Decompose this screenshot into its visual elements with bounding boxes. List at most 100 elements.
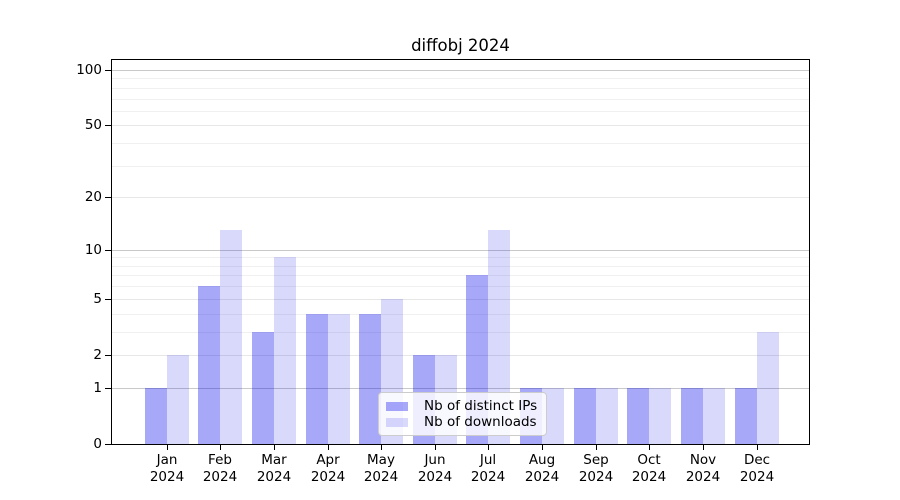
x-label-year: 2024 [149,468,185,485]
bar-downloads-apr [328,314,350,444]
x-label-year: 2024 [256,468,292,485]
x-label-month: Dec [743,452,771,468]
x-tick-jan [167,445,168,450]
x-label-month: Feb [208,452,232,468]
y-tick-label-5: 5 [93,291,102,307]
x-tick-jun [435,445,436,450]
x-label-month: Jan [156,452,178,468]
bar-ips-may [359,314,381,444]
x-label-year: 2024 [631,468,667,485]
x-tick-label-jul: Jul 2024 [445,452,531,485]
gridline-y-10 [112,250,809,251]
y-tick-50 [105,125,111,126]
x-label-year: 2024 [202,468,238,485]
y-tick-label-20: 20 [84,189,102,205]
x-label-year: 2024 [739,468,775,485]
gridline-y-2 [112,355,809,356]
gridline-y-80 [112,88,809,89]
x-label-month: Sep [583,452,609,468]
gridline-y-4 [112,314,809,315]
x-tick-mar [274,445,275,450]
x-tick-label-feb: Feb 2024 [177,452,263,485]
bar-downloads-oct [649,388,671,444]
bar-downloads-mar [274,257,296,444]
x-tick-label-jan: Jan 2024 [124,452,210,485]
x-tick-label-nov: Nov 2024 [660,452,746,485]
bar-downloads-feb [220,230,242,444]
bar-ips-nov [681,388,703,444]
x-tick-sep [596,445,597,450]
legend-row-ips: Nb of distinct IPs [386,398,538,414]
x-tick-label-may: May 2024 [338,452,424,485]
y-tick-1 [105,388,111,389]
gridline-y-8 [112,266,809,267]
x-label-year: 2024 [363,468,399,485]
y-tick-5 [105,299,111,300]
x-label-year: 2024 [310,468,346,485]
x-label-month: Jun [424,452,446,468]
y-tick-label-100: 100 [76,62,102,78]
bar-downloads-aug [542,388,564,444]
gridline-y-100 [112,70,809,71]
bar-ips-feb [198,286,220,444]
x-tick-apr [328,445,329,450]
chart-title: diffobj 2024 [411,36,510,55]
gridline-y-1 [112,388,809,389]
gridline-y-90 [112,78,809,79]
gridline-y-60 [112,111,809,112]
gridline-y-50 [112,125,809,126]
x-tick-label-dec: Dec 2024 [714,452,800,485]
bar-downloads-sep [596,388,618,444]
x-tick-nov [703,445,704,450]
x-tick-feb [220,445,221,450]
gridline-y-70 [112,99,809,100]
x-label-year: 2024 [417,468,453,485]
x-tick-oct [649,445,650,450]
bar-downloads-jul [488,230,510,444]
legend: Nb of distinct IPs Nb of downloads [378,392,547,436]
x-label-year: 2024 [470,468,506,485]
y-tick-0 [105,444,111,445]
x-tick-may [381,445,382,450]
bar-ips-oct [627,388,649,444]
legend-row-downloads: Nb of downloads [386,414,538,430]
legend-label-downloads: Nb of downloads [424,414,537,430]
bar-ips-mar [252,332,274,444]
legend-swatch-downloads [386,417,408,427]
x-tick-label-sep: Sep 2024 [553,452,639,485]
plot-area [111,59,810,445]
bar-ips-apr [306,314,328,444]
legend-swatch-ips [386,401,408,411]
y-tick-label-0: 0 [93,436,102,452]
x-tick-label-jun: Jun 2024 [392,452,478,485]
x-label-month: May [367,452,395,468]
x-label-year: 2024 [578,468,614,485]
x-label-month: Nov [689,452,717,468]
x-label-month: Oct [637,452,661,468]
x-label-month: Jul [479,452,497,468]
x-label-month: Mar [261,452,287,468]
gridline-y-3 [112,332,809,333]
bar-ips-sep [574,388,596,444]
bar-ips-dec [735,388,757,444]
x-tick-jul [488,445,489,450]
gridline-y-9 [112,257,809,258]
x-tick-aug [542,445,543,450]
bar-ips-jan [145,388,167,444]
x-tick-label-apr: Apr 2024 [285,452,371,485]
y-tick-100 [105,70,111,71]
y-tick-label-50: 50 [84,117,102,133]
gridline-y-5 [112,299,809,300]
gridline-y-40 [112,143,809,144]
x-label-year: 2024 [685,468,721,485]
gridline-y-20 [112,197,809,198]
y-tick-20 [105,197,111,198]
y-tick-label-1: 1 [93,380,102,396]
y-tick-2 [105,355,111,356]
y-tick-label-10: 10 [84,242,102,258]
bar-downloads-jan [167,355,189,444]
x-label-year: 2024 [524,468,560,485]
gridline-y-30 [112,166,809,167]
x-tick-label-aug: Aug 2024 [499,452,585,485]
